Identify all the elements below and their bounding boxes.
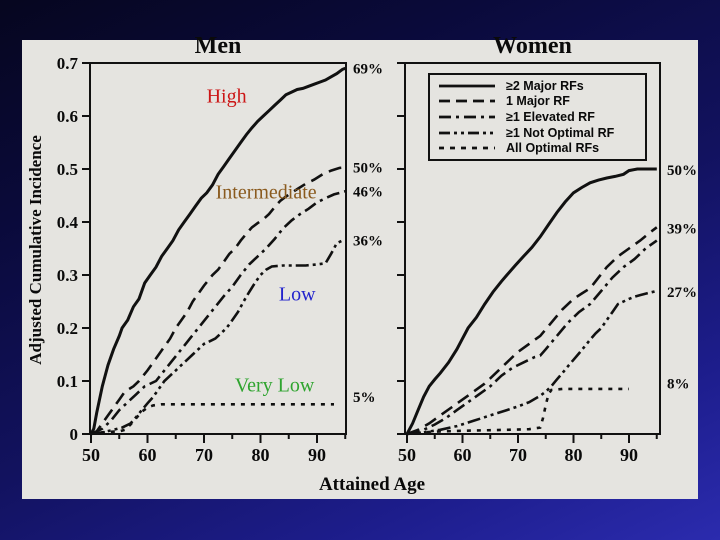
men-chart-title: Men <box>194 33 242 59</box>
legend: ≥2 Major RFs 1 Major RF ≥1 Elevated RF ≥1 N… <box>428 73 647 161</box>
legend-item-label: ≥1 Not Optimal RF <box>506 125 615 140</box>
y-tick-label: 0.7 <box>57 54 79 73</box>
x-tick-label: 60 <box>454 445 472 465</box>
x-tick-label: 80 <box>252 445 270 465</box>
x-tick-label: 70 <box>195 445 213 465</box>
percent-label: 27% <box>667 285 697 301</box>
x-tick-label: 80 <box>565 445 583 465</box>
series-1-major-rf <box>406 226 658 436</box>
legend-item: ≥1 Elevated RF <box>438 110 641 124</box>
percent-label: 50% <box>667 163 697 179</box>
x-tick-label: 90 <box>620 445 638 465</box>
series--2-major-rfs <box>89 66 346 435</box>
legend-line-sample <box>439 115 495 119</box>
series-all-optimal-rfs <box>90 402 334 436</box>
legend-item: All Optimal RFs <box>438 141 641 155</box>
percent-label: 39% <box>667 221 697 237</box>
women-chart-title: Women <box>493 33 572 59</box>
plot-frame <box>404 62 661 435</box>
legend-line-sample <box>439 131 495 134</box>
legend-item-label: ≥2 Major RFs <box>506 78 584 93</box>
percent-label: 46% <box>353 184 383 200</box>
y-axis-label: Adjusted Cumulative Incidence <box>26 135 45 365</box>
legend-line-sample <box>439 146 495 150</box>
series--1-not-optimal-rf <box>90 239 343 436</box>
percent-label: 69% <box>353 61 383 77</box>
percent-label: 5% <box>353 390 376 406</box>
y-tick-label: 0.3 <box>57 266 78 285</box>
percent-label: 36% <box>353 234 383 250</box>
risk-label-low: Low <box>278 283 316 306</box>
legend-item: ≥1 Not Optimal RF <box>438 126 641 140</box>
percent-label: 8% <box>667 377 690 393</box>
y-tick-label: 0.5 <box>57 160 78 179</box>
x-axis-label: Attained Age <box>318 474 426 495</box>
y-tick-label: 0.2 <box>57 319 78 338</box>
y-tick-label: 0 <box>70 425 79 444</box>
series--2-major-rfs <box>405 167 657 435</box>
legend-item-label: ≥1 Elevated RF <box>506 109 595 124</box>
legend-line-sample <box>439 99 495 103</box>
x-tick-label: 50 <box>398 445 416 465</box>
figure-panel <box>22 40 698 499</box>
legend-item-label: All Optimal RFs <box>506 141 600 156</box>
legend-item: 1 Major RF <box>438 94 641 108</box>
series-1-major-rf <box>90 166 346 436</box>
risk-label-very-low: Very Low <box>234 374 315 397</box>
legend-item-label: 1 Major RF <box>506 94 570 109</box>
series--1-elevated-rf <box>406 239 658 436</box>
y-tick-label: 0.1 <box>57 372 78 391</box>
y-tick-label: 0.6 <box>57 107 78 126</box>
x-tick-label: 60 <box>139 445 157 465</box>
legend-item: ≥2 Major RFs <box>438 79 641 93</box>
percent-label: 50% <box>353 160 383 176</box>
series--1-elevated-rf <box>90 190 346 436</box>
x-tick-label: 90 <box>308 445 326 465</box>
x-tick-label: 70 <box>509 445 527 465</box>
y-tick-label: 0.4 <box>57 213 79 232</box>
series-all-optimal-rfs <box>406 387 629 436</box>
series--1-not-optimal-rf <box>406 289 658 436</box>
plot-frame <box>89 62 347 435</box>
risk-label-high: High <box>206 85 247 108</box>
x-tick-label: 50 <box>82 445 100 465</box>
legend-line-sample <box>439 84 495 88</box>
risk-label-intermediate: Intermediate <box>215 181 317 204</box>
